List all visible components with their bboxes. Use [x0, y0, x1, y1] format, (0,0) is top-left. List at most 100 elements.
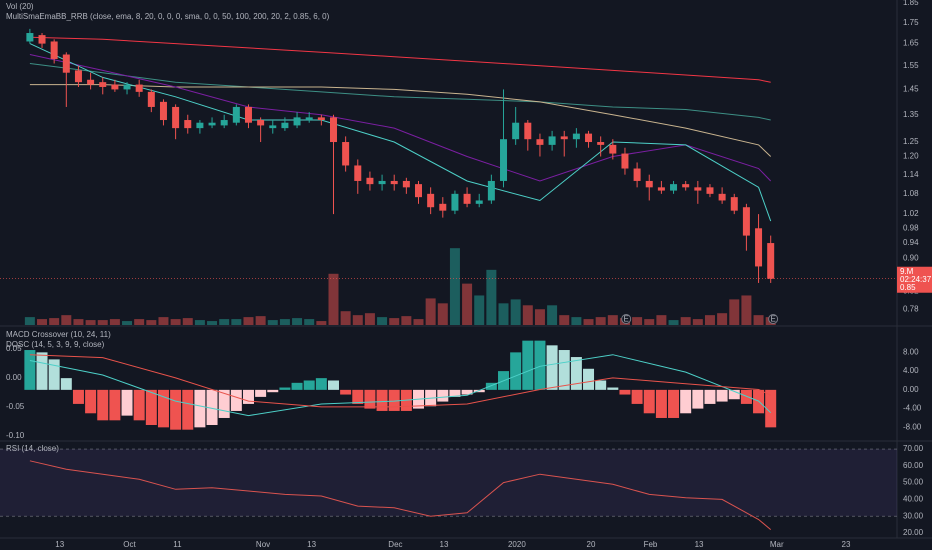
histogram-bar [619, 389, 631, 395]
volume-tag: 9.M [900, 267, 914, 276]
candle-body [512, 122, 520, 140]
histogram-bar [109, 389, 121, 421]
candle-body [415, 184, 423, 198]
volume-bar [85, 320, 96, 325]
candle-body [670, 184, 678, 191]
y-tick-label: 4.00 [903, 366, 919, 375]
volume-bar [510, 299, 521, 325]
candle-body [196, 122, 204, 129]
histogram-bar [668, 389, 680, 418]
histogram-bar [85, 389, 97, 414]
candle-body [208, 122, 216, 126]
histogram-bar [558, 350, 570, 390]
y-tick-label: 1.08 [903, 189, 919, 198]
price-label: 0.85 [900, 283, 916, 292]
volume-bar [340, 311, 351, 325]
indicator-line [29, 54, 772, 182]
histogram-bar [97, 389, 109, 421]
candle-body [463, 193, 471, 204]
volume-bar [316, 321, 327, 325]
y-tick-label: 1.35 [903, 110, 919, 119]
histogram-bar [230, 389, 242, 411]
x-tick-label: Mar [770, 540, 784, 549]
volume-bar [632, 317, 643, 325]
candle-body [342, 142, 350, 166]
candle-body [609, 144, 617, 154]
histogram-bar [242, 389, 254, 404]
volume-bar [134, 319, 145, 325]
volume-bar [267, 320, 278, 325]
x-tick-label: 13 [307, 540, 316, 549]
volume-bar [680, 317, 691, 325]
indicator-line [29, 354, 771, 408]
histogram-bar [279, 387, 291, 390]
histogram-bar [376, 389, 388, 411]
volume-bar [328, 273, 339, 325]
x-tick-label: Dec [388, 540, 402, 549]
histogram-bar [388, 389, 400, 411]
candle-body [87, 79, 95, 85]
candle-body [184, 120, 192, 129]
volume-bar [547, 305, 558, 325]
candle-body [244, 106, 252, 123]
histogram-bar [740, 389, 752, 404]
histogram-bar [157, 389, 169, 428]
histogram-bar [72, 389, 84, 404]
volume-bar [352, 315, 363, 325]
candle-body [305, 117, 313, 121]
histogram-bar [461, 389, 473, 395]
histogram-bar [655, 389, 667, 418]
histogram-bar [704, 389, 716, 404]
volume-bar [279, 319, 290, 325]
histogram-bar [24, 350, 36, 390]
candle-body [694, 187, 702, 191]
y-tick-label: 0.05 [6, 344, 22, 353]
histogram-bar [728, 389, 740, 400]
y-tick-label: 1.25 [903, 137, 919, 146]
candle-body [621, 153, 629, 169]
x-tick-label: 11 [173, 540, 182, 549]
volume-bar [377, 317, 388, 325]
volume-bar [437, 303, 448, 325]
candle-body [572, 133, 580, 140]
countdown: 02:24:37 [900, 275, 932, 284]
histogram-bar [303, 380, 315, 390]
candle-body [354, 165, 362, 181]
volume-bar [729, 299, 740, 325]
x-tick-label: Oct [123, 540, 136, 549]
candle-body [536, 139, 544, 145]
volume-bar [194, 320, 205, 325]
candle-body [50, 41, 58, 59]
volume-bar [146, 320, 157, 325]
candle-body [560, 136, 568, 140]
histogram-bar [182, 389, 194, 430]
volume-bar [498, 303, 509, 325]
candle-body [38, 35, 46, 44]
candle-body [597, 142, 605, 145]
volume-bar [413, 319, 424, 325]
y-tick-label: 1.45 [903, 85, 919, 94]
candle-body [281, 122, 289, 129]
volume-bar [304, 319, 315, 325]
histogram-bar [510, 352, 522, 390]
candle-body [293, 117, 301, 126]
histogram-bar [327, 380, 339, 390]
y-tick-label: 1.85 [903, 0, 919, 7]
candle-body [402, 180, 410, 188]
volume-bar [644, 319, 655, 325]
candle-body [329, 117, 337, 143]
event-marker [621, 314, 632, 324]
y-tick-label: 8.00 [903, 347, 919, 356]
x-tick-label: 23 [842, 540, 851, 549]
y-tick-label: -0.05 [6, 402, 25, 411]
histogram-bar [133, 389, 145, 421]
y-tick-label: 1.65 [903, 39, 919, 48]
y-tick-label: -8.00 [903, 422, 922, 431]
volume-bar [292, 318, 303, 325]
volume-bar [97, 320, 108, 325]
x-tick-label: Nov [256, 540, 270, 549]
candle-body [427, 193, 435, 208]
volume-bar [170, 319, 181, 325]
histogram-bar [352, 389, 364, 404]
volume-bar [595, 317, 606, 325]
